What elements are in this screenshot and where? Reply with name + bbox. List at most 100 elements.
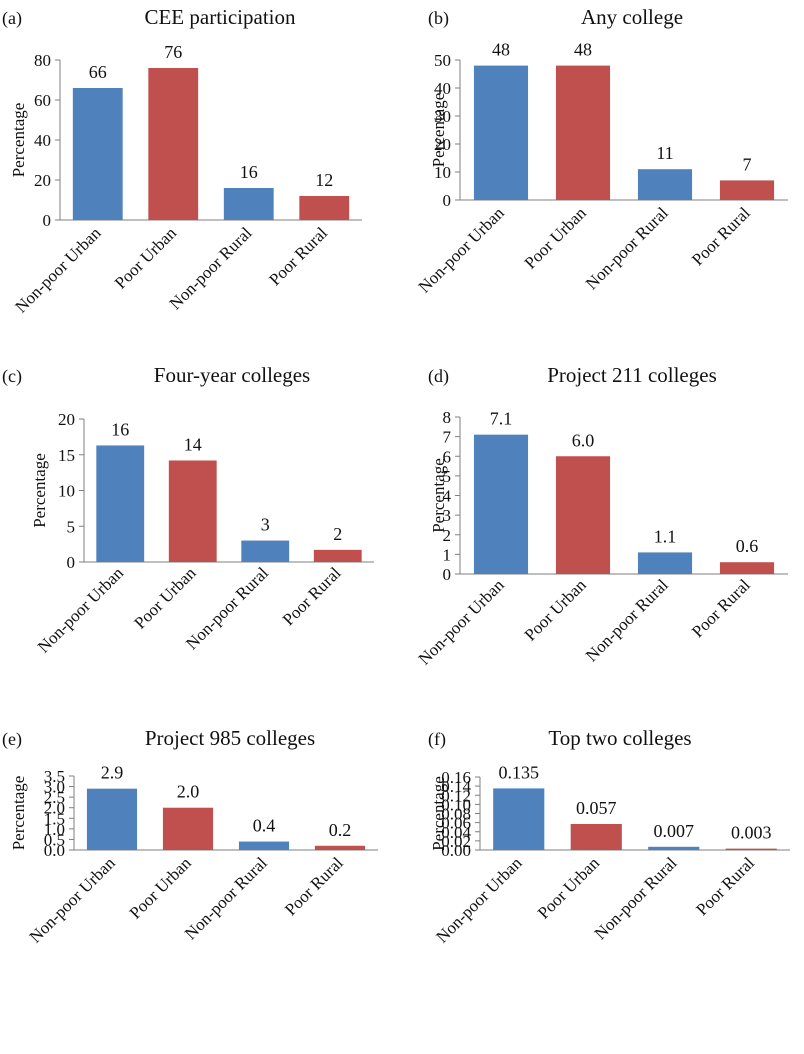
y-tick-label: 0.08 <box>441 805 471 824</box>
y-tick-label: 1 <box>443 545 452 564</box>
data-label: 0.4 <box>253 816 276 836</box>
chart-title: Project 985 colleges <box>145 726 315 750</box>
x-tick-label: Non-poor Urban <box>34 563 128 657</box>
chart-panel-b: (b) Any college Percentage 0 10 20 30 40 50 48 Non… <box>415 5 788 297</box>
x-tick-label: Non-poor Urban <box>432 853 526 947</box>
chart-title: Top two colleges <box>548 726 691 750</box>
y-tick-label: 4 <box>443 487 452 506</box>
x-tick-label: Non-poor Urban <box>415 575 509 669</box>
bar-non-poor-rural <box>648 846 700 850</box>
data-label: 66 <box>89 62 107 82</box>
y-tick-label: 1.5 <box>44 809 65 828</box>
x-tick-label: Non-poor Urban <box>415 203 509 297</box>
panel-label: (f) <box>428 729 446 750</box>
x-tick-label: Poor Urban <box>521 203 591 273</box>
y-tick-label: 0 <box>443 191 452 210</box>
bar-poor-urban <box>570 823 622 850</box>
bar-poor-rural <box>719 562 775 574</box>
data-label: 48 <box>574 40 592 60</box>
data-label: 16 <box>111 419 129 439</box>
data-label: 2 <box>333 524 342 544</box>
x-tick-label: Non-poor Urban <box>11 223 105 317</box>
data-label: 2.9 <box>101 763 124 783</box>
x-tick-label: Poor Rural <box>281 853 347 919</box>
data-label: 0.2 <box>329 820 352 840</box>
x-tick-label: Poor Rural <box>265 223 331 289</box>
y-tick-label: 5 <box>67 517 76 536</box>
data-label: 0.057 <box>576 798 617 818</box>
x-tick-label: Poor Urban <box>521 575 591 645</box>
data-label: 12 <box>315 170 333 190</box>
y-tick-label: 6 <box>443 447 452 466</box>
bar-non-poor-urban <box>473 65 529 200</box>
y-tick-label: 80 <box>34 51 51 70</box>
y-tick-label: 0.14 <box>441 777 471 796</box>
y-axis-label: Percentage <box>9 103 28 178</box>
bar-non-poor-rural <box>223 188 274 220</box>
data-label: 48 <box>492 40 510 60</box>
bar-non-poor-urban <box>96 445 145 562</box>
y-tick-label: 20 <box>58 410 75 429</box>
chart-title: Project 211 colleges <box>547 363 717 387</box>
panel-label: (c) <box>2 366 22 387</box>
y-tick-label: 20 <box>34 171 51 190</box>
y-tick-label: 0 <box>67 553 76 572</box>
y-tick-label: 0.0 <box>44 841 65 860</box>
data-label: 76 <box>164 42 182 62</box>
x-tick-label: Non-poor Rural <box>591 853 681 943</box>
bar-poor-urban <box>555 65 611 200</box>
panel-label: (b) <box>428 8 449 29</box>
bar-non-poor-rural <box>637 169 693 200</box>
panel-label: (e) <box>2 729 22 750</box>
y-tick-label: 0.06 <box>441 814 471 833</box>
bar-poor-rural <box>299 196 350 220</box>
x-tick-label: Poor Rural <box>279 563 345 629</box>
data-label: 0.6 <box>736 536 759 556</box>
y-tick-label: 15 <box>58 446 75 465</box>
y-tick-label: 0.5 <box>44 830 65 849</box>
data-label: 11 <box>656 143 673 163</box>
y-tick-label: 0 <box>443 565 452 584</box>
y-tick-label: 40 <box>34 131 51 150</box>
y-tick-label: 0.10 <box>441 795 471 814</box>
data-label: 0.135 <box>499 762 540 782</box>
y-axis-label: Percentage <box>429 776 448 851</box>
x-tick-label: Poor Urban <box>130 563 200 633</box>
data-label: 3 <box>261 515 270 535</box>
y-tick-label: 2.5 <box>44 788 65 807</box>
y-tick-label: 0.02 <box>441 832 471 851</box>
x-tick-label: Poor Urban <box>126 853 196 923</box>
y-tick-label: 0.16 <box>441 768 471 787</box>
bar-poor-urban <box>555 456 611 574</box>
bar-non-poor-rural <box>241 540 290 562</box>
y-tick-label: 2.0 <box>44 799 65 818</box>
y-tick-label: 20 <box>434 135 451 154</box>
y-axis-label: Percentage <box>30 453 49 528</box>
bar-poor-urban <box>148 68 199 220</box>
y-axis-label: Percentage <box>9 776 28 851</box>
chart-title: Four-year colleges <box>154 363 310 387</box>
chart-title: CEE participation <box>144 5 296 29</box>
data-label: 7.1 <box>490 409 513 429</box>
bar-poor-rural <box>313 549 362 562</box>
data-label: 1.1 <box>654 526 677 546</box>
bar-poor-urban <box>168 460 217 562</box>
y-tick-label: 8 <box>443 408 452 427</box>
y-tick-label: 3.5 <box>44 767 65 786</box>
bar-poor-rural <box>314 845 366 850</box>
y-tick-label: 3 <box>443 506 452 525</box>
bar-non-poor-rural <box>637 552 693 574</box>
x-tick-label: Non-poor Rural <box>582 203 672 293</box>
data-label: 2.0 <box>177 782 200 802</box>
y-tick-label: 40 <box>434 79 451 98</box>
chart-panel-d: (d) Project 211 collegesPercentage0123456… <box>415 363 788 669</box>
data-label: 14 <box>184 434 202 454</box>
y-tick-label: 0.12 <box>441 786 471 805</box>
y-tick-label: 7 <box>443 428 452 447</box>
y-tick-label: 60 <box>34 91 51 110</box>
y-axis-label: Percentage <box>429 93 448 168</box>
data-label: 7 <box>743 154 752 174</box>
bar-non-poor-urban <box>72 88 123 220</box>
x-tick-label: Poor Urban <box>111 223 181 293</box>
